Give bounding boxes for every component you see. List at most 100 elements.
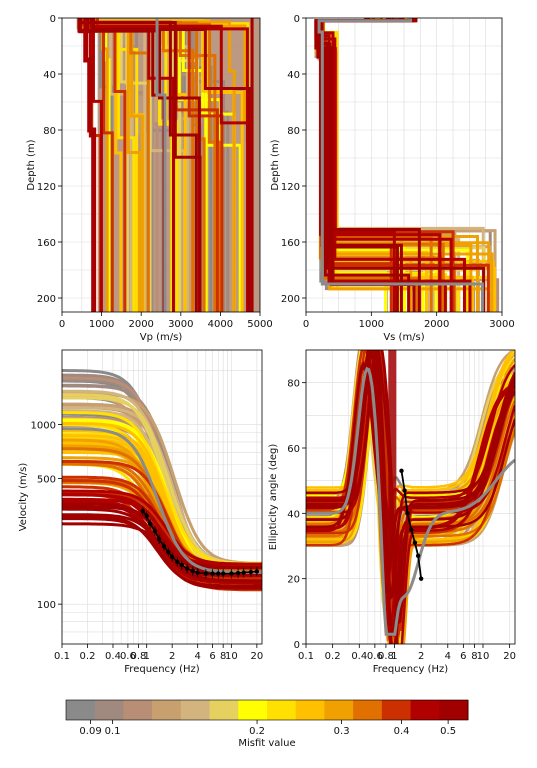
model-ensemble [62,369,262,592]
vp-best-model [155,18,167,312]
colorbar-tick-label: 0.3 [334,726,350,737]
x-tick-label: 1 [143,651,149,662]
x-tick-label: 1 [391,651,397,662]
y-axis-label: Depth (m) [270,139,281,190]
y-tick-label: 100 [37,600,56,611]
x-tick-label: 6 [209,651,215,662]
colorbar-swatch [439,700,469,720]
misfit-colorbar: 0.09 0.1 0.2 0.3 0.4 0.5 Misfit value [65,699,469,749]
observed-point [254,569,260,574]
x-tick-label: 3000 [489,319,514,330]
ellipticity-model-line [306,354,515,638]
y-tick-label: 80 [43,126,56,137]
x-tick-label: 0.4 [105,651,121,662]
x-tick-label: 0 [303,319,309,330]
x-tick-label: 8 [220,651,226,662]
y-axis-label: Depth (m) [26,139,37,190]
colorbar-tick-label: 0.09 [79,726,101,737]
colorbar-swatch [381,700,412,720]
x-tick-label: 0 [59,319,65,330]
vp-profile-panel: 0 1000 2000 3000 4000 5000 0 40 80 120 160 200 Vp (m… [26,14,273,343]
ellipticity-model-line [306,350,515,557]
dispersion-panel: 0.1 0.2 0.4 0.60.81 2 4 6 810 20 100 500 1000 Freque… [18,349,263,675]
ellipticity-model-line [306,350,515,619]
y-tick-label: 200 [281,294,300,305]
y-axis-label: Ellipticity angle (deg) [268,444,279,551]
y-tick-label: 0 [294,14,300,25]
ellipticity-panel: 0.1 0.2 0.4 0.60.81 2 4 6 8 10 20 0 20 40 60 80 Frequen… [268,349,516,675]
observed-point [195,570,200,575]
x-tick-label: 4 [445,651,451,662]
x-tick-label: 20 [503,651,516,662]
x-tick-label: 0.8 [378,651,394,662]
y-tick-label: 200 [37,294,56,305]
colorbar-swatch [152,700,182,720]
x-tick-label: 0.8 [131,651,147,662]
plot-frame [61,17,261,313]
observed-point [402,488,407,493]
x-tick-label: 8 [471,651,477,662]
y-tick-label: 20 [287,575,300,586]
observed-point [156,536,162,542]
colorbar-swatch [180,700,211,720]
ellipticity-best-model [306,366,515,636]
x-tick-label: 4 [194,651,200,662]
colorbar-swatch [209,700,239,720]
x-tick-label: 10 [477,651,490,662]
x-axis-label: Frequency (Hz) [124,664,200,675]
x-tick-label: 5000 [247,319,272,330]
vp-model-line [91,18,251,312]
vs-best-model [317,18,484,312]
x-tick-label: 0.6 [120,651,136,662]
colorbar-swatch [410,700,440,720]
observed-point [241,570,246,575]
y-tick-label: 80 [287,379,300,390]
colorbar-swatch [353,700,383,720]
ellipticity-peak-band [388,350,397,556]
y-tick-label: 1000 [31,421,56,432]
x-tick-label: 1000 [89,319,114,330]
observed-point [399,468,404,474]
observed-point [190,568,195,574]
ellipticity-model-line [306,350,515,602]
x-axis-label: Frequency (Hz) [373,664,449,675]
x-tick-label: 6 [460,651,466,662]
colorbar-frame [65,699,469,721]
y-tick-label: 160 [37,238,56,249]
colorbar-swatch [295,700,325,720]
x-tick-label: 0.1 [298,651,314,662]
plot-frame [305,17,503,313]
x-tick-label: 10 [225,651,238,662]
observed-point [210,571,215,576]
colorbar-swatch [66,700,96,720]
x-tick-label: 1000 [359,319,384,330]
colorbar-swatch [267,700,297,720]
ellipticity-model-line [306,350,515,598]
y-tick-label: 60 [287,444,300,455]
observed-point [405,511,410,516]
vs-profile-panel: 0 1000 2000 3000 0 40 80 120 160 200 Vs (m/s) Depth… [270,14,515,343]
x-tick-label: 4000 [208,319,233,330]
observed-point [144,513,149,519]
dispersion-model-line [62,489,262,566]
colorbar-tick-label: 0.4 [394,726,410,737]
y-tick-label: 120 [37,182,56,193]
y-tick-label: 80 [287,126,300,137]
dispersion-best-model [62,427,262,574]
observed-point [179,562,185,568]
observed-point [184,566,190,571]
plot-frame [305,349,516,645]
x-tick-label: 0.4 [351,651,367,662]
observed-point [152,528,158,534]
vp-model-line [83,18,97,312]
vp-model-line [90,18,175,312]
observed-point [216,571,221,576]
x-tick-label: 2000 [128,319,153,330]
y-axis-label: Velocity (m/s) [18,463,29,532]
colorbar-swatch [324,700,354,720]
observed-point [235,570,241,576]
x-axis-label: Vs (m/s) [383,332,424,343]
colorbar-swatch [123,700,153,720]
observed-point [166,549,171,555]
observed-point [412,540,418,545]
